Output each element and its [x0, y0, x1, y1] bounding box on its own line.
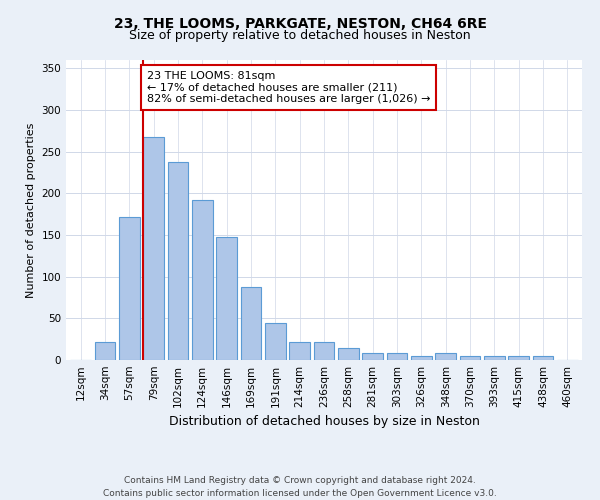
Text: 23, THE LOOMS, PARKGATE, NESTON, CH64 6RE: 23, THE LOOMS, PARKGATE, NESTON, CH64 6R… — [113, 18, 487, 32]
Y-axis label: Number of detached properties: Number of detached properties — [26, 122, 36, 298]
Bar — [386, 354, 407, 360]
Bar — [241, 286, 262, 360]
Bar — [436, 354, 456, 360]
Bar — [119, 216, 140, 360]
X-axis label: Distribution of detached houses by size in Neston: Distribution of detached houses by size … — [169, 416, 479, 428]
Bar — [289, 342, 310, 360]
Bar — [265, 324, 286, 360]
Bar — [338, 348, 359, 360]
Text: Size of property relative to detached houses in Neston: Size of property relative to detached ho… — [129, 29, 471, 42]
Bar — [143, 136, 164, 360]
Bar — [216, 236, 237, 360]
Bar — [362, 354, 383, 360]
Bar — [484, 356, 505, 360]
Bar — [167, 162, 188, 360]
Bar — [411, 356, 432, 360]
Bar — [460, 356, 481, 360]
Bar — [533, 356, 553, 360]
Bar — [508, 356, 529, 360]
Text: Contains HM Land Registry data © Crown copyright and database right 2024.
Contai: Contains HM Land Registry data © Crown c… — [103, 476, 497, 498]
Bar — [192, 200, 212, 360]
Bar — [314, 342, 334, 360]
Bar — [95, 342, 115, 360]
Text: 23 THE LOOMS: 81sqm
← 17% of detached houses are smaller (211)
82% of semi-detac: 23 THE LOOMS: 81sqm ← 17% of detached ho… — [147, 71, 430, 104]
